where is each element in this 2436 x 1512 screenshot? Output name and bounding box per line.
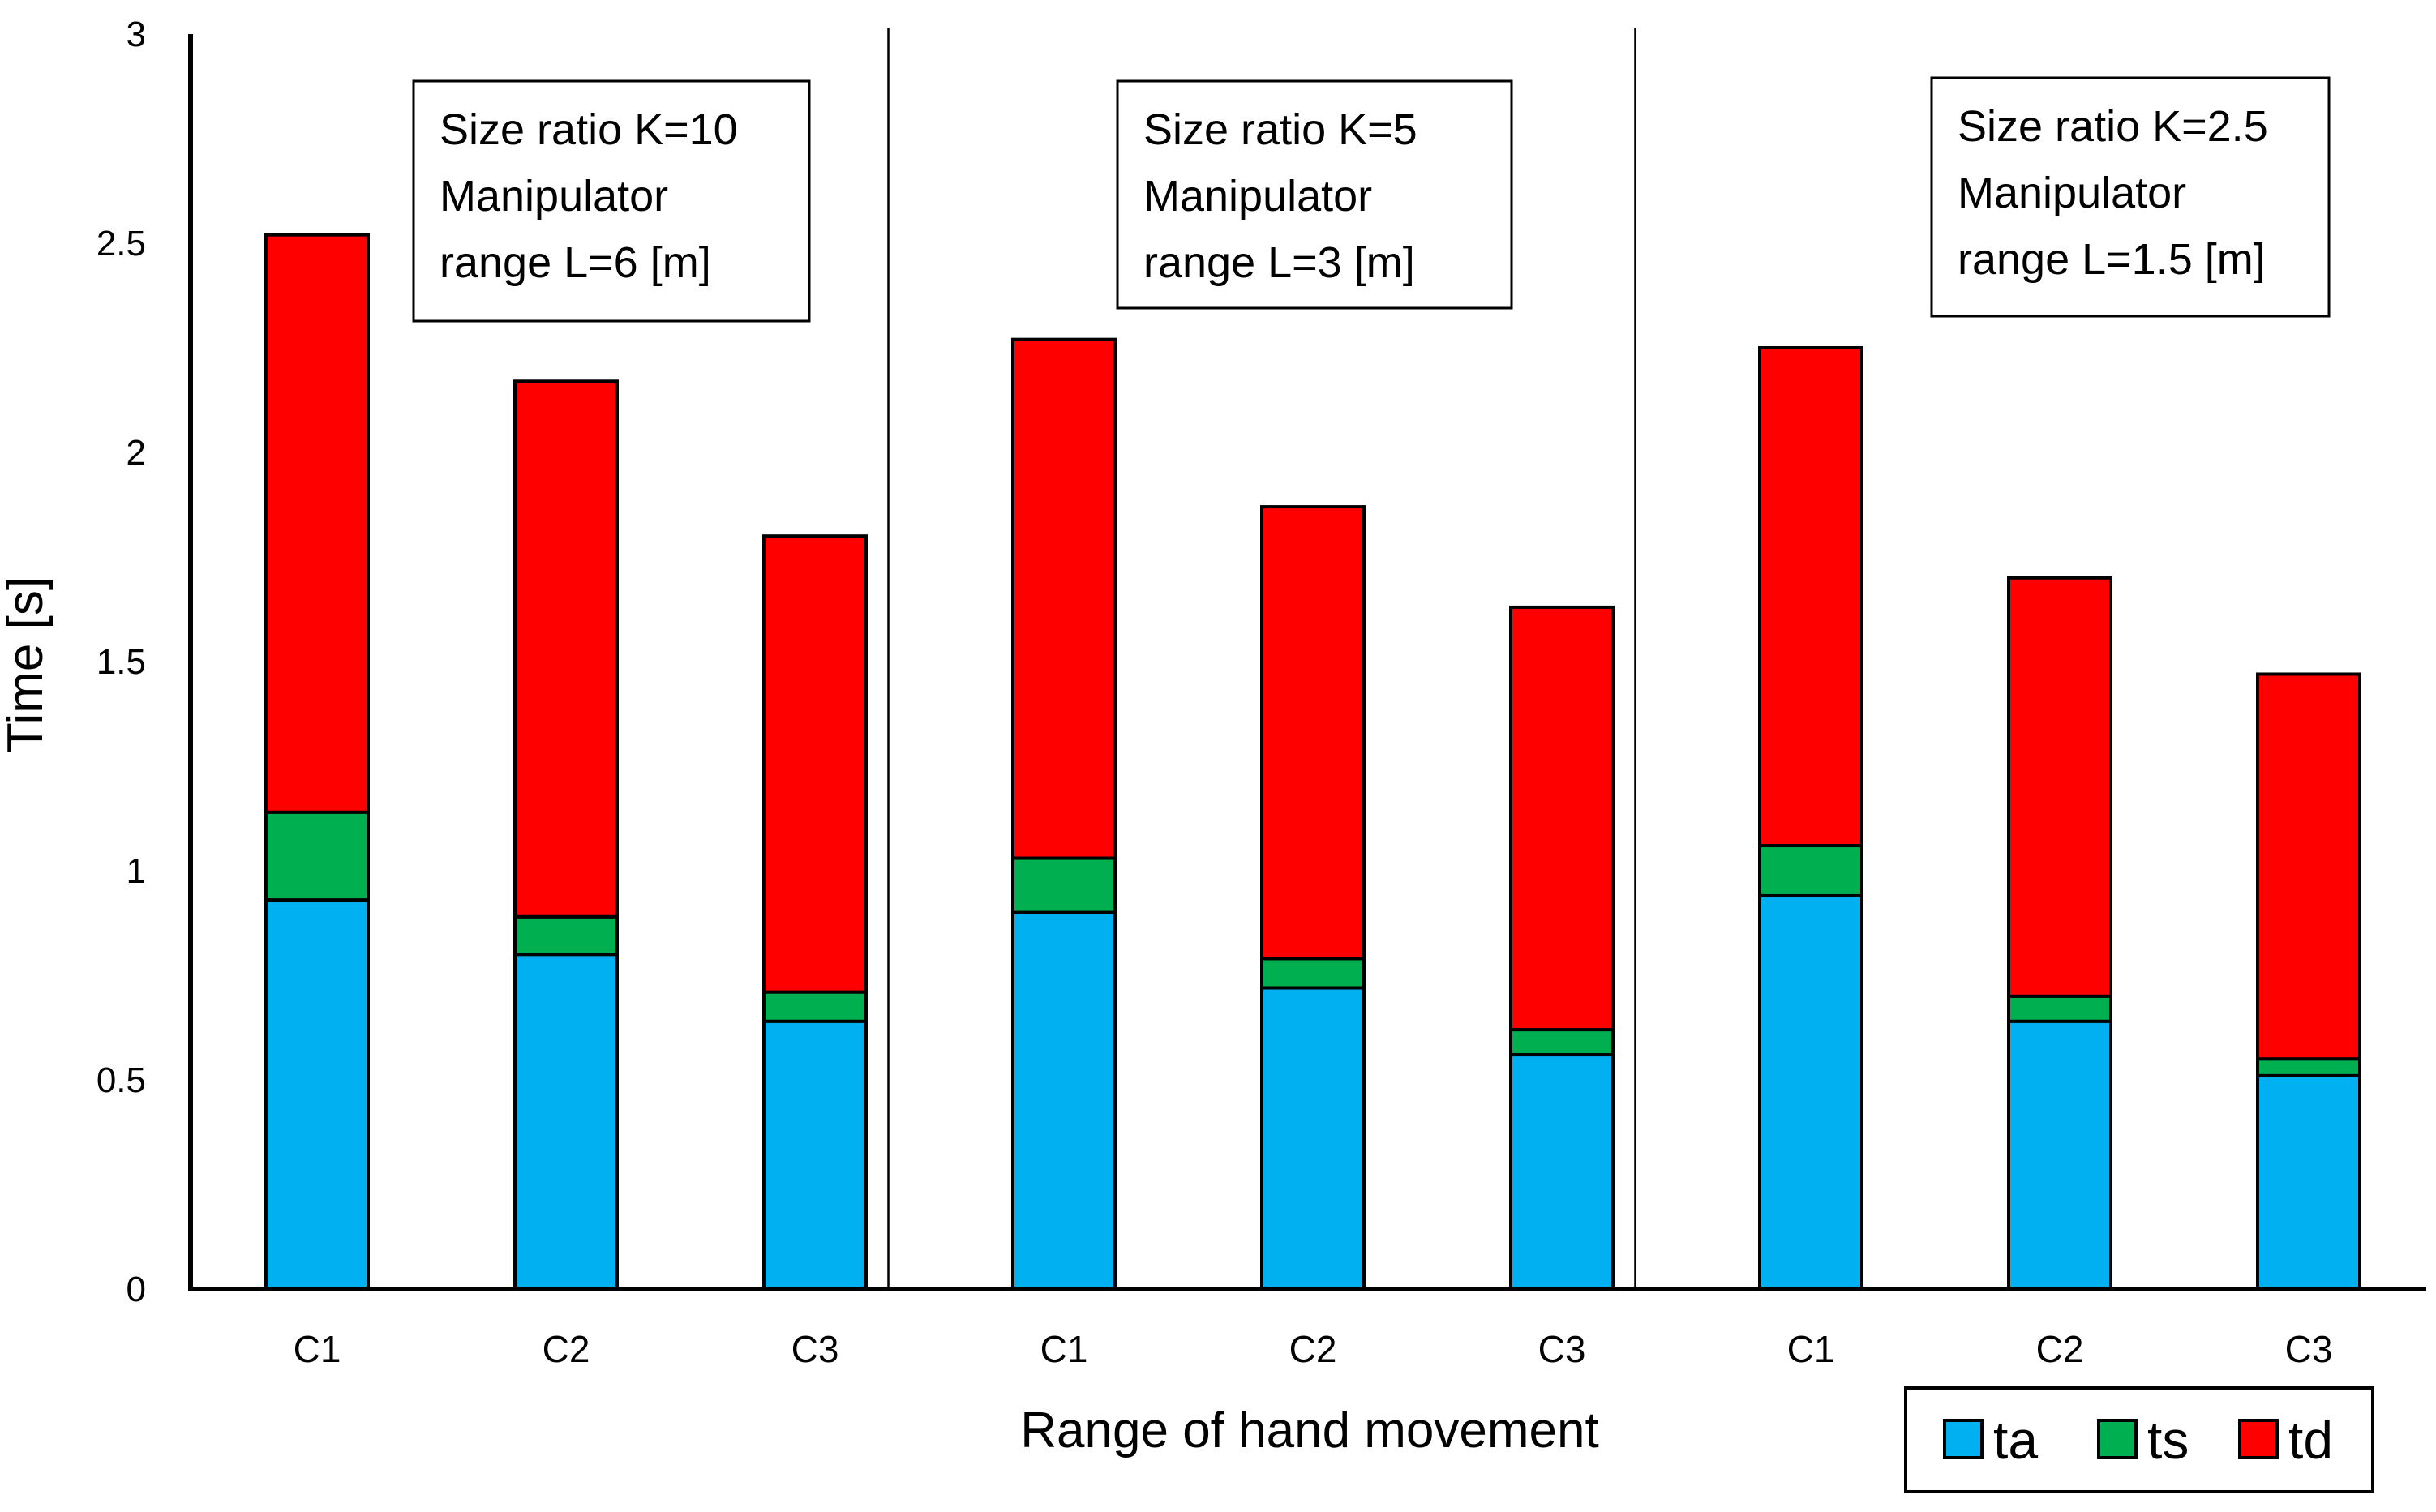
x-category-label: C1 [1040, 1328, 1088, 1370]
y-tick-label: 0 [127, 1270, 146, 1309]
x-category-label: C2 [2036, 1328, 2084, 1370]
bar-segment-ts [1011, 856, 1117, 914]
bar-segment-td [1509, 605, 1615, 1032]
x-category-label: C2 [1289, 1328, 1337, 1370]
legend: ta ts td [1904, 1386, 2374, 1493]
legend-label: ta [1993, 1410, 2038, 1470]
group-annotations: Size ratio K=10 Manipulator range L=6 [m] S… [412, 76, 2331, 323]
bar-segment-ts [1509, 1028, 1615, 1057]
annotation-line: Size ratio K=5 [1143, 105, 1417, 154]
bar-segment-td [2256, 672, 2361, 1061]
annotation-box [412, 79, 811, 323]
legend-swatch-ta [1943, 1419, 1984, 1459]
group-separators [887, 28, 1636, 1289]
x-category-label: C3 [2285, 1328, 2333, 1370]
x-category-label: C3 [791, 1328, 839, 1370]
bar-segment-td [1011, 337, 1117, 860]
annotation-line: Manipulator [440, 172, 668, 221]
x-category-label: C3 [1538, 1328, 1586, 1370]
y-axis-title: Time [s] [0, 576, 54, 753]
annotation-line: range L=3 [m] [1143, 238, 1415, 287]
bar-segment-ta [513, 953, 619, 1291]
bar-segment-td [762, 534, 868, 994]
y-tick-label: 1.5 [96, 642, 146, 682]
y-axis-ticks: 0 0.5 1 1.5 2 2.5 3 [96, 15, 146, 1309]
bar-segment-ta [1758, 893, 1863, 1291]
bars [264, 233, 2361, 1291]
bar-segment-ts [1758, 844, 1863, 897]
bar-segment-ta [264, 898, 370, 1291]
annotation-line: Manipulator [1143, 172, 1372, 221]
x-category-label: C1 [1787, 1328, 1835, 1370]
bar-segment-ta [2007, 1019, 2112, 1291]
legend-swatch-ts [2097, 1419, 2138, 1459]
bar-segment-td [513, 379, 619, 919]
x-category-label: C2 [543, 1328, 590, 1370]
annotation-line: range L=6 [m] [440, 238, 711, 287]
bar-segment-ts [2256, 1057, 2361, 1077]
bar-segment-ta [762, 1019, 868, 1291]
annotation-box [1116, 79, 1513, 310]
bar-segment-ts [1260, 957, 1366, 990]
annotation-line: Size ratio K=2.5 [1958, 102, 2268, 151]
bar-segment-ta [1011, 910, 1117, 1291]
bar-segment-ts [2007, 994, 2112, 1023]
bar-segment-ts [264, 810, 370, 902]
bar-segment-td [264, 233, 370, 814]
y-tick-label: 2 [127, 433, 146, 473]
bar-segment-ts [513, 914, 619, 957]
legend-swatch-td [2238, 1419, 2279, 1459]
bar-segment-td [1260, 505, 1366, 961]
annotation-line: Manipulator [1958, 169, 2186, 217]
bar-segment-ta [1509, 1053, 1615, 1291]
bar-segment-td [1758, 346, 1863, 848]
y-tick-label: 1 [127, 851, 146, 891]
legend-label: ts [2147, 1410, 2189, 1470]
y-tick-label: 0.5 [96, 1060, 146, 1100]
annotation-box [1930, 76, 2331, 318]
x-axis-categories: C1 C2 C3 C1 C2 C3 C1 C2 C3 [294, 1328, 2333, 1370]
bar-segment-ta [2256, 1073, 2361, 1291]
annotation-line: Size ratio K=10 [440, 105, 738, 154]
bar-segment-ta [1260, 986, 1366, 1291]
x-axis-title: Range of hand movement [1020, 1403, 1598, 1458]
bar-segment-td [2007, 576, 2112, 998]
annotation-line: range L=1.5 [m] [1958, 235, 2266, 284]
bar-segment-ts [762, 990, 868, 1023]
x-category-label: C1 [294, 1328, 341, 1370]
legend-label: td [2288, 1410, 2333, 1470]
y-tick-label: 2.5 [96, 224, 146, 263]
y-tick-label: 3 [127, 15, 146, 54]
